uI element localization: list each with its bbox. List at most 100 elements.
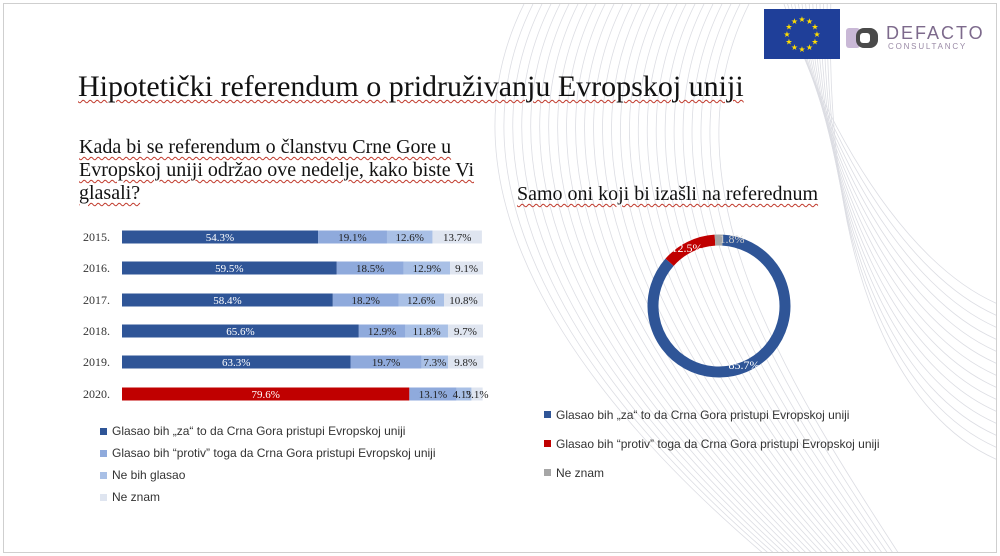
legend-label: Ne znam [112,490,161,504]
bar-segment [122,387,410,401]
legend-swatch [544,411,551,418]
legend-label: Glasao bih „za“ to da Crna Gora pristupi… [556,408,850,422]
bar-segment [122,355,351,369]
legend-swatch [544,469,551,476]
logo-subtext: CONSULTANCY [888,42,968,51]
donut-legend: Glasao bih „za“ to da Crna Gora pristupi… [544,407,914,494]
data-label: 13.1% [419,389,447,401]
background-decoration [494,4,996,552]
data-label: 10.8% [449,295,477,307]
donut-data-label: 12.5% [672,241,703,255]
data-label: 59.5% [215,263,243,275]
legend-label: Glasao bih „za“ to da Crna Gora pristupi… [112,424,406,438]
bar-segment [444,293,483,307]
eu-star-icon: ★ [811,23,818,32]
category-label: 2018. [83,324,110,338]
bar-segment [398,293,445,307]
eu-star-icon: ★ [811,38,818,47]
bar-segment [447,355,484,369]
data-label: 63.3% [222,357,250,369]
eu-star-icon: ★ [806,17,813,26]
bar-segment [456,387,472,401]
bar-segment [405,324,448,338]
defacto-logo-icon [846,28,878,48]
category-label: 2015. [83,230,110,244]
data-label: 9.1% [455,263,478,275]
legend-item-protiv: Glasao bih “protiv” toga da Crna Gora pr… [544,436,914,453]
category-label: 2017. [83,293,110,307]
data-label: 19.7% [372,357,400,369]
legend-swatch [544,440,551,447]
bar-segment [122,293,333,307]
bar-segment [332,293,399,307]
eu-star-icon: ★ [791,17,798,26]
bar-segment [358,324,406,338]
bar-segment [403,261,451,275]
page-title: Hipotetički referendum o pridruživanju E… [78,70,744,103]
data-label: 3.1% [466,389,489,401]
eu-star-icon: ★ [798,45,805,54]
data-label: 12.6% [396,232,424,244]
bar-segment [421,355,448,369]
data-label: 18.5% [356,263,384,275]
data-label: 58.4% [213,295,241,307]
stacked-bar-chart: 2015. 54.3% 19.1% 12.6% 13.7% 2016. 59.5% 18.5%… [83,230,489,401]
donut-chart: 85.7% 12.5% 1.8% [647,232,791,378]
eu-star-icon: ★ [785,38,792,47]
data-label: 65.6% [226,326,254,338]
bar-segment [450,261,483,275]
bar-segment [471,387,483,401]
legend-swatch [100,472,107,479]
legend-label: Glasao bih “protiv” toga da Crna Gora pr… [556,437,880,451]
data-label: 11.8% [413,326,441,338]
data-label: 79.6% [251,389,279,401]
category-label: 2019. [83,355,110,369]
data-label: 9.7% [454,326,477,338]
bar-segment [350,355,422,369]
eu-star-icon: ★ [813,30,820,39]
bar-segment [336,261,404,275]
slide: ★ ★ ★ ★ ★ ★ ★ ★ ★ ★ ★ ★ DEFACTO CONSULTANCY Hipotet… [3,3,997,553]
legend-swatch [100,450,107,457]
data-label: 18.2% [351,295,379,307]
category-label: 2020. [83,387,110,401]
donut-data-label: 1.8% [720,232,745,246]
bar-chart-legend: Glasao bih „za“ to da Crna Gora pristupi… [100,424,435,512]
eu-star-icon: ★ [785,23,792,32]
legend-label: Ne znam [556,466,605,480]
bar-segment [122,261,337,275]
legend-item-ne-znam: Ne znam [544,465,914,482]
legend-label: Glasao bih “protiv” toga da Crna Gora pr… [112,446,436,460]
legend-label: Ne bih glasao [112,468,186,482]
data-label: 19.1% [338,232,366,244]
legend-item-ne-bih-glasao: Ne bih glasao [100,468,435,490]
donut-title: Samo oni koji bi izašli na referednum [517,183,819,205]
eu-flag-logo: ★ ★ ★ ★ ★ ★ ★ ★ ★ ★ ★ ★ [764,9,840,59]
data-label: 12.9% [413,263,441,275]
data-label: 9.8% [454,357,477,369]
bar-segment [447,324,483,338]
donut-slice [665,234,716,267]
eu-star-icon: ★ [791,43,798,52]
legend-item-za: Glasao bih „za“ to da Crna Gora pristupi… [100,424,435,446]
bar-segment [122,324,359,338]
donut-data-label: 85.7% [729,358,760,372]
legend-item-protiv: Glasao bih “protiv” toga da Crna Gora pr… [100,446,435,468]
legend-swatch [100,494,107,501]
bar-segment [122,230,319,244]
bar-segment [409,387,457,401]
data-label: 54.3% [206,232,234,244]
eu-star-icon: ★ [783,30,790,39]
data-label: 7.3% [423,357,446,369]
donut-slice [647,234,791,378]
question-text: Kada bi se referendum o članstvu Crne Go… [79,136,475,204]
legend-item-ne-znam: Ne znam [100,490,435,512]
eu-star-icon: ★ [806,43,813,52]
category-label: 2016. [83,261,110,275]
bar-segment [386,230,433,244]
bar-segment [432,230,482,244]
eu-star-icon: ★ [798,15,805,24]
data-label: 12.6% [407,295,435,307]
data-label: 4.1% [453,389,476,401]
bar-segment [318,230,387,244]
